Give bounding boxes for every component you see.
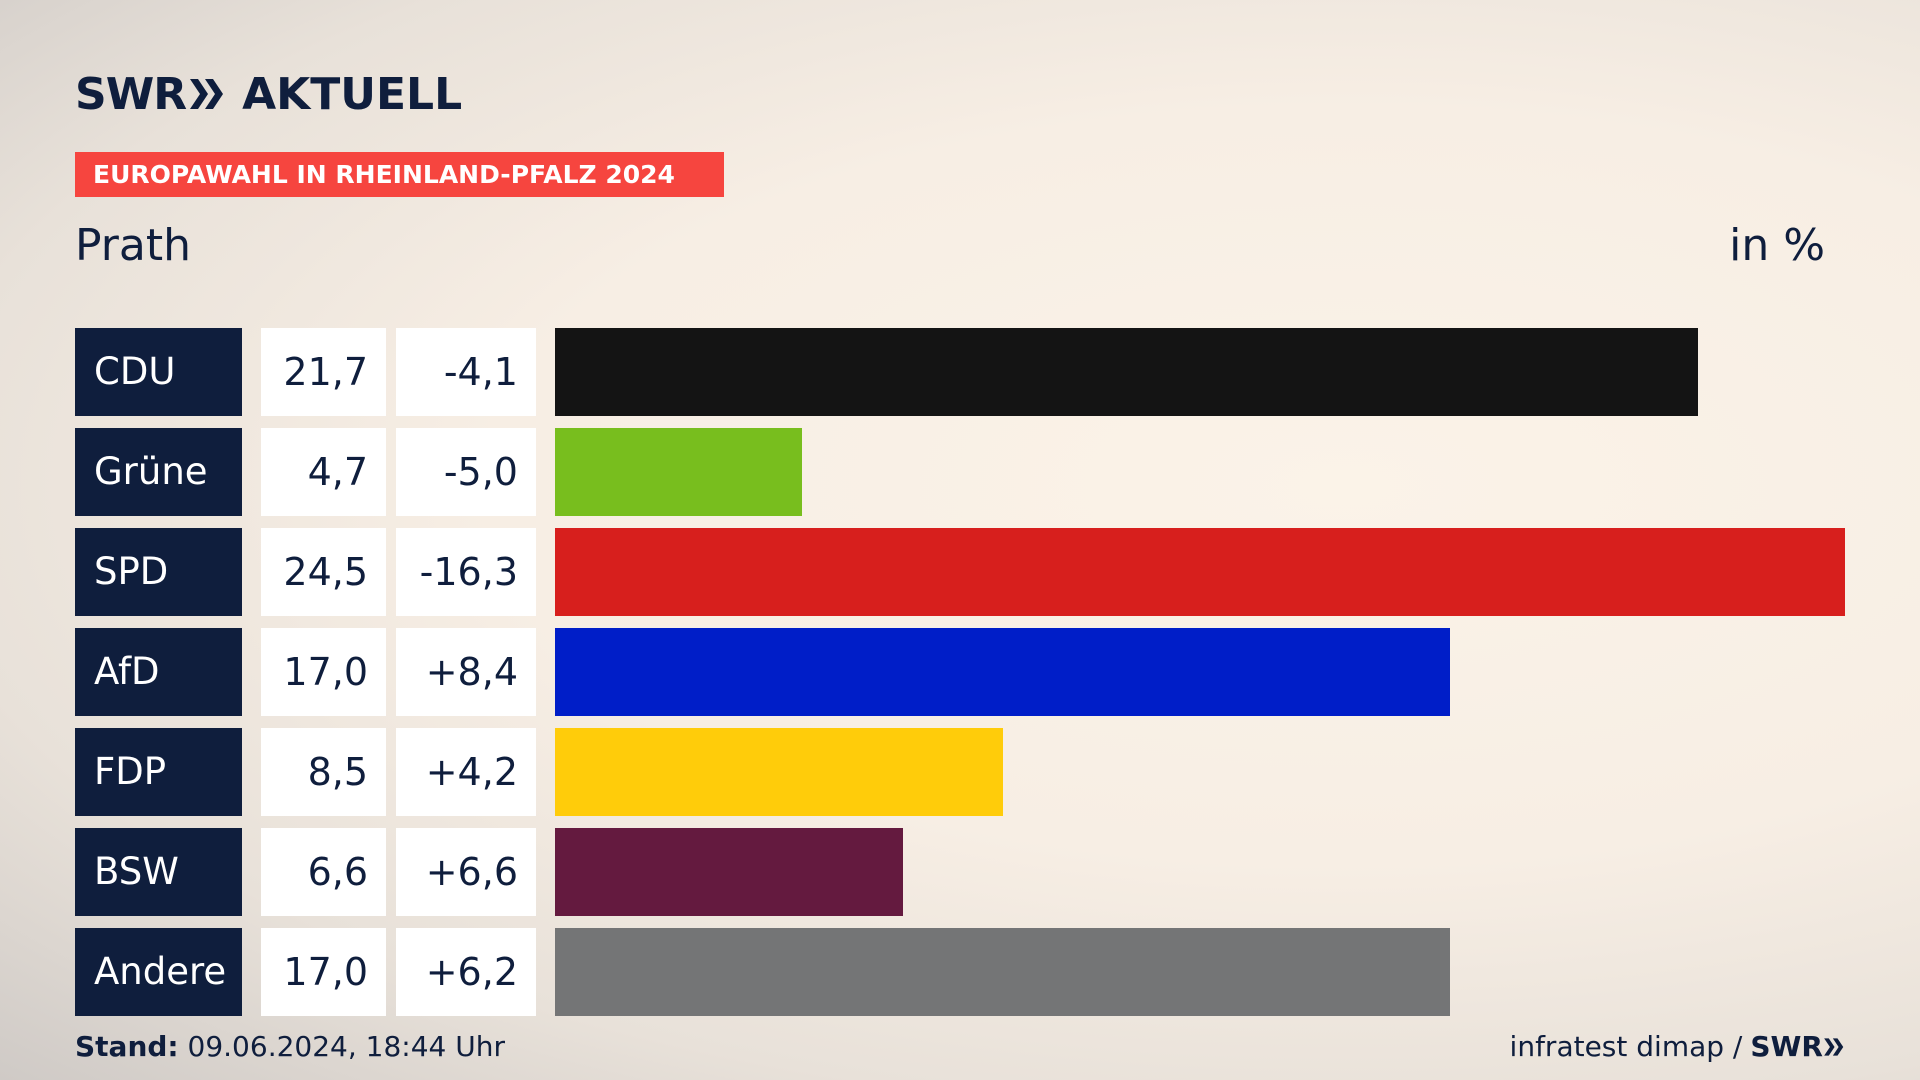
result-row: Andere 17,0 +6,2	[75, 928, 1845, 1016]
vote-share-label: 21,7	[261, 328, 386, 416]
vote-share-label: 4,7	[261, 428, 386, 516]
vote-change-label: -5,0	[396, 428, 536, 516]
party-label: FDP	[75, 728, 242, 816]
vote-change-label: +6,2	[396, 928, 536, 1016]
swr-logo: SWR	[75, 69, 226, 120]
party-label: Andere	[75, 928, 242, 1016]
double-chevron-icon	[190, 79, 224, 109]
vote-change-label: +4,2	[396, 728, 536, 816]
party-label: CDU	[75, 328, 242, 416]
result-bar	[555, 428, 802, 516]
aktuell-logo-text: AKTUELL	[242, 68, 463, 120]
unit-label: in %	[1729, 220, 1825, 271]
vote-share-label: 6,6	[261, 828, 386, 916]
result-bar	[555, 928, 1450, 1016]
vote-share-label: 8,5	[261, 728, 386, 816]
source-text: infratest dimap /	[1509, 1030, 1743, 1063]
result-row: CDU 21,7 -4,1	[75, 328, 1845, 416]
location-title: Prath	[75, 220, 191, 271]
party-label: Grüne	[75, 428, 242, 516]
vote-change-label: -4,1	[396, 328, 536, 416]
result-row: AfD 17,0 +8,4	[75, 628, 1845, 716]
vote-share-label: 17,0	[261, 628, 386, 716]
stand-value: 09.06.2024, 18:44 Uhr	[187, 1030, 505, 1063]
result-row: Grüne 4,7 -5,0	[75, 428, 1845, 516]
result-row: SPD 24,5 -16,3	[75, 528, 1845, 616]
election-banner: EUROPAWAHL IN RHEINLAND-PFALZ 2024	[75, 152, 724, 197]
result-bar	[555, 728, 1003, 816]
result-row: BSW 6,6 +6,6	[75, 828, 1845, 916]
party-label: AfD	[75, 628, 242, 716]
vote-share-label: 17,0	[261, 928, 386, 1016]
party-label: BSW	[75, 828, 242, 916]
swr-logo-text: SWR	[75, 68, 187, 120]
party-label: SPD	[75, 528, 242, 616]
vote-change-label: -16,3	[396, 528, 536, 616]
vote-change-label: +8,4	[396, 628, 536, 716]
source-credit: infratest dimap / SWR	[1510, 1030, 1845, 1063]
result-bar	[555, 628, 1450, 716]
vote-share-label: 24,5	[261, 528, 386, 616]
stand-label: Stand:	[75, 1030, 179, 1063]
result-row: FDP 8,5 +4,2	[75, 728, 1845, 816]
swr-small-logo-text: SWR	[1750, 1030, 1823, 1063]
result-bar	[555, 828, 903, 916]
swr-small-logo: SWR	[1750, 1030, 1845, 1063]
vote-change-label: +6,6	[396, 828, 536, 916]
double-chevron-icon	[1824, 1037, 1844, 1056]
swr-aktuell-logo: SWR AKTUELL	[75, 68, 462, 120]
timestamp: Stand: 09.06.2024, 18:44 Uhr	[75, 1030, 505, 1063]
result-bar	[555, 528, 1845, 616]
result-bar	[555, 328, 1698, 416]
